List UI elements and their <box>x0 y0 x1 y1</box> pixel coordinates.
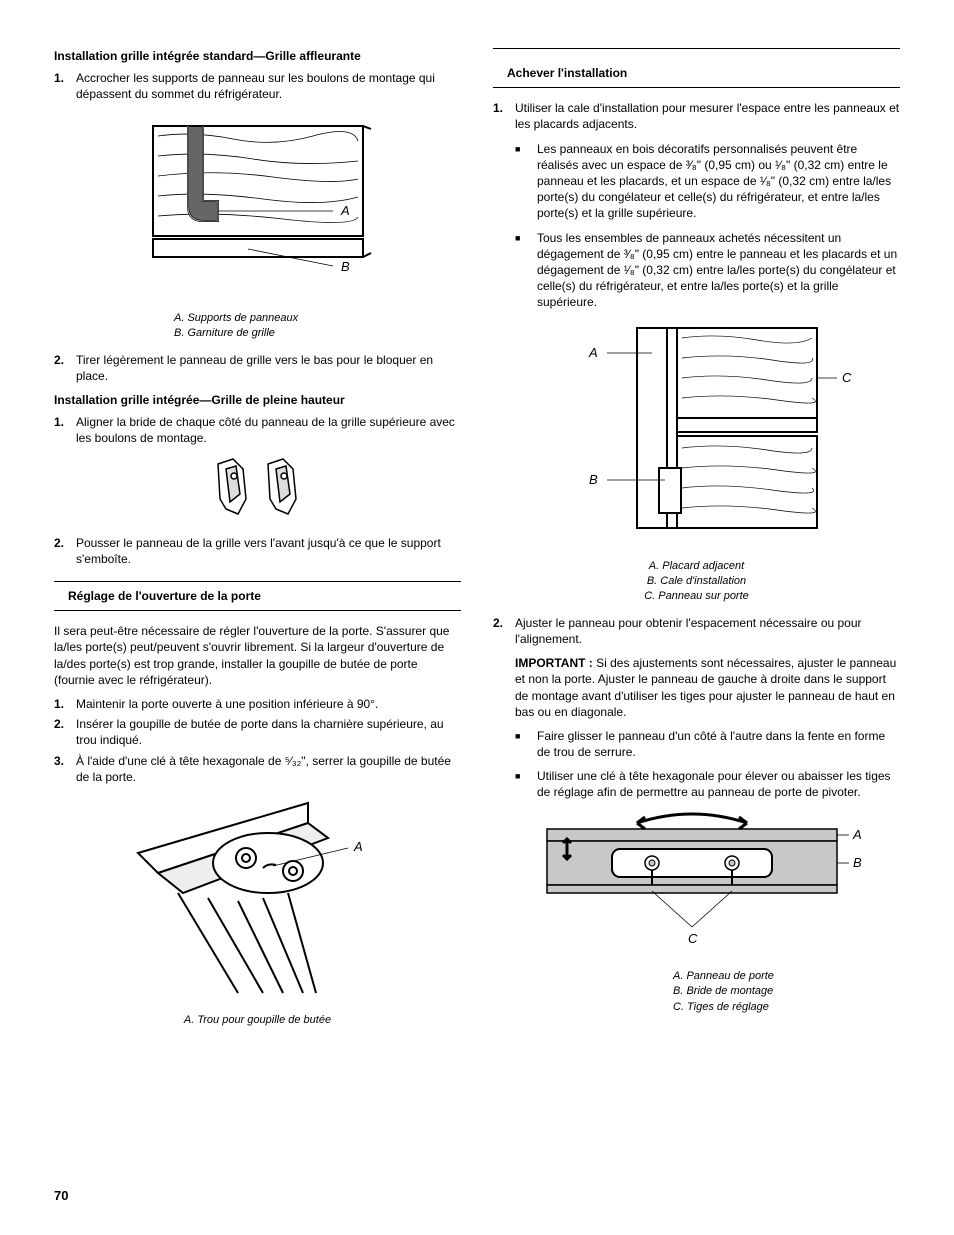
subheading-reglage: Réglage de l'ouverture de la porte <box>54 581 461 611</box>
list-item: Insérer la goupille de butée de porte da… <box>76 716 461 748</box>
list-item: Accrocher les supports de panneau sur le… <box>76 70 461 102</box>
bullet-item: Tous les ensembles de panneaux achetés n… <box>537 230 900 311</box>
figure-1: A B <box>54 111 461 305</box>
important-paragraph: IMPORTANT : Si des ajustements sont néce… <box>515 655 900 720</box>
figure-r1: A B C <box>493 318 900 552</box>
paragraph: Il sera peut-être nécessaire de régler l… <box>54 623 461 688</box>
heading-pleine-hauteur: Installation grille intégrée—Grille de p… <box>54 392 461 408</box>
right-column: Achever l'installation 1.Utiliser la cal… <box>493 48 900 1038</box>
svg-text:A: A <box>588 345 598 360</box>
left-column: Installation grille intégrée standard—Gr… <box>54 48 461 1038</box>
heading-grille-affleurante: Installation grille intégrée standard—Gr… <box>54 48 461 64</box>
figure-1-caption: A. Supports de panneaux B. Garniture de … <box>174 311 461 342</box>
figure-3-caption: A. Trou pour goupille de butée <box>54 1013 461 1028</box>
list-item: Ajuster le panneau pour obtenir l'espace… <box>515 615 900 647</box>
list-item: Tirer légèrement le panneau de grille ve… <box>76 352 461 384</box>
bullet-item: Faire glisser le panneau d'un côté à l'a… <box>537 728 900 760</box>
list-2: 2.Tirer légèrement le panneau de grille … <box>54 352 461 384</box>
fig-label-a: A <box>340 203 350 218</box>
list-item: Pousser le panneau de la grille vers l'a… <box>76 535 461 567</box>
list-r1: 1.Utiliser la cale d'installation pour m… <box>493 100 900 132</box>
list-4: 2.Pousser le panneau de la grille vers l… <box>54 535 461 567</box>
list-r2: 2.Ajuster le panneau pour obtenir l'espa… <box>493 615 900 647</box>
figure-r2: A B C <box>493 809 900 963</box>
svg-text:C: C <box>842 370 852 385</box>
page-number: 70 <box>54 1187 68 1205</box>
list-item: À l'aide d'une clé à tête hexagonale de … <box>76 753 461 785</box>
svg-text:A: A <box>852 827 862 842</box>
bullet-item: Les panneaux en bois décoratifs personna… <box>537 141 900 222</box>
figure-3: A <box>54 793 461 1007</box>
subheading-achever: Achever l'installation <box>493 59 900 88</box>
figure-r2-caption: A. Panneau de porte B. Bride de montage … <box>673 969 900 1015</box>
svg-text:B: B <box>589 472 598 487</box>
list-5: 1.Maintenir la porte ouverte à une posit… <box>54 696 461 785</box>
bullets-r1: Les panneaux en bois décoratifs personna… <box>515 141 900 311</box>
list-1: 1.Accrocher les supports de panneau sur … <box>54 70 461 102</box>
important-label: IMPORTANT : <box>515 656 593 670</box>
list-item: Utiliser la cale d'installation pour mes… <box>515 100 900 132</box>
fig-label-b: B <box>341 259 350 274</box>
list-item: Aligner la bride de chaque côté du panne… <box>76 414 461 446</box>
svg-text:A: A <box>353 839 363 854</box>
svg-text:C: C <box>688 931 698 946</box>
list-3: 1.Aligner la bride de chaque côté du pan… <box>54 414 461 446</box>
list-item: Maintenir la porte ouverte à une positio… <box>76 696 461 712</box>
bullets-r2: Faire glisser le panneau d'un côté à l'a… <box>515 728 900 801</box>
bullet-item: Utiliser une clé à tête hexagonale pour … <box>537 768 900 800</box>
svg-text:B: B <box>853 855 862 870</box>
figure-r1-caption: A. Placard adjacent B. Cale d'installati… <box>493 559 900 605</box>
figure-2 <box>54 454 461 528</box>
